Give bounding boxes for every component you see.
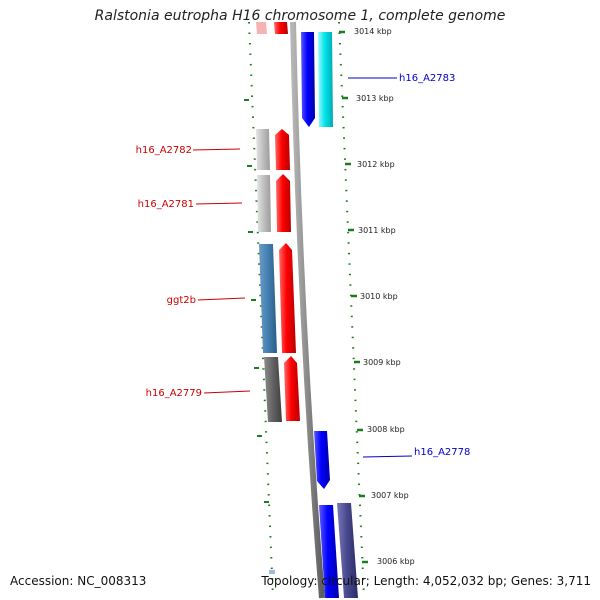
scale-label: 3013 kbp [356, 94, 394, 103]
gene-feature-h16-a2781[interactable] [276, 174, 291, 232]
scale-label: 3010 kbp [360, 292, 398, 301]
label-leader-line [192, 148, 241, 151]
gene-label-h16-a2778[interactable]: h16_A2778 [414, 447, 470, 458]
label-leader-line [362, 455, 413, 458]
scale-label: 3011 kbp [358, 226, 396, 235]
gene-feature-ggt2b[interactable] [279, 243, 296, 353]
scale-label: 3007 kbp [371, 491, 409, 500]
partial-gene-feature[interactable] [274, 22, 288, 34]
scale-ticks [339, 30, 368, 564]
genome-summary-text: Topology: circular; Length: 4,052,032 bp… [261, 574, 591, 588]
gene-feature-reverse[interactable] [301, 32, 315, 127]
gene-label-ggt2b[interactable]: ggt2b [167, 295, 196, 306]
gene-feature-h16-a2783[interactable] [318, 32, 333, 127]
gene-feature-h16-a2782[interactable] [275, 129, 290, 170]
gene-feature-reverse[interactable] [319, 505, 339, 598]
gene-label-h16-a2782[interactable]: h16_A2782 [136, 145, 192, 156]
gene-label-h16-a2781[interactable]: h16_A2781 [138, 199, 194, 210]
gene-feature-grey[interactable] [256, 129, 270, 170]
left-track-ticks [244, 21, 274, 599]
label-leader-line [203, 390, 251, 394]
scale-label: 3008 kbp [367, 425, 405, 434]
scale-label: 3012 kbp [357, 160, 395, 169]
label-leader-line [197, 297, 246, 301]
gene-feature-h16-a2779[interactable] [284, 356, 300, 421]
gene-feature-grey[interactable] [257, 175, 271, 232]
gene-feature-h16-a2778[interactable] [314, 431, 330, 489]
genome-backbone [290, 21, 325, 599]
gene-feature-dark[interactable] [264, 357, 282, 422]
scale-label: 3009 kbp [363, 358, 401, 367]
gene-label-h16-a2783[interactable]: h16_A2783 [399, 73, 455, 84]
label-leader-line [195, 202, 243, 205]
partial-gene-feature[interactable] [256, 22, 267, 34]
scale-labels: 3014 kbp 3013 kbp 3012 kbp 3011 kbp 3010… [354, 27, 415, 566]
scale-label: 3006 kbp [377, 557, 415, 566]
gene-feature-steel[interactable] [259, 244, 277, 353]
accession-text: Accession: NC_008313 [10, 574, 147, 588]
map-title: Ralstonia eutropha H16 chromosome 1, com… [94, 8, 506, 24]
gene-label-h16-a2779[interactable]: h16_A2779 [146, 388, 202, 399]
partial-gene-feature[interactable] [269, 570, 275, 574]
gene-feature-navy[interactable] [337, 503, 358, 598]
scale-label: 3014 kbp [354, 27, 392, 36]
